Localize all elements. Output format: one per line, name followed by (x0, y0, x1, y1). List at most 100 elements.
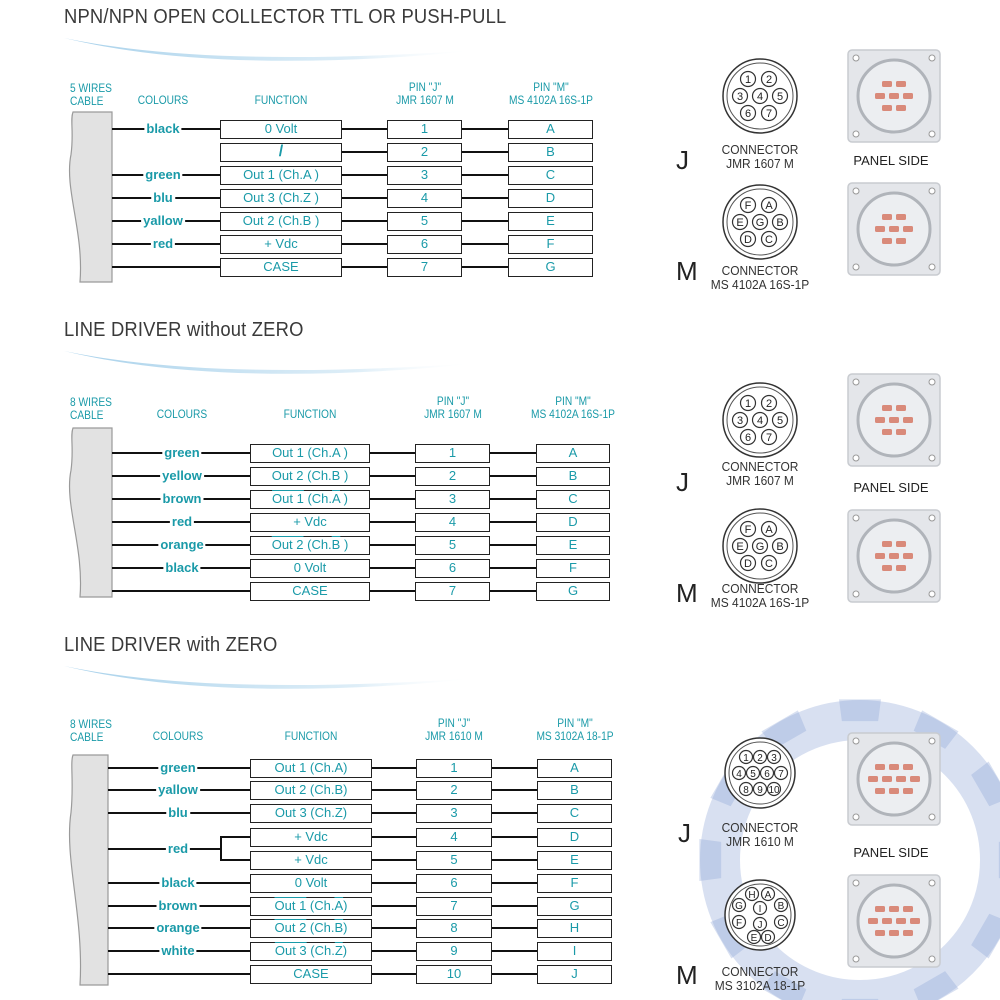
connector-pin-socket (752, 781, 768, 797)
connector-pin-label: 5 (777, 415, 783, 427)
connector-pin-socket (739, 230, 757, 248)
connector-m-inner-ring (728, 883, 792, 947)
section-title: LINE DRIVER without ZERO (64, 319, 304, 341)
function-box: Out 2 (Ch.B) (250, 780, 372, 800)
pin-m-box: D (536, 512, 610, 532)
pin-j-box: 2 (387, 142, 462, 162)
pin-j-box: 10 (416, 964, 492, 984)
function-box: Out 3 (Ch.Z) (250, 803, 372, 823)
mounting-hole-icon (928, 130, 936, 138)
panel-connector-body-icon (856, 741, 932, 817)
cable-shape (68, 754, 109, 986)
header-pin-j: PIN "J" (408, 80, 441, 94)
pin-j-to-pin-m-wire (492, 882, 537, 884)
connector-pin-socket (739, 196, 757, 214)
function-to-pin-j-wire (372, 859, 416, 861)
connector-m-label-line1: CONNECTOR (721, 964, 799, 979)
panel-connector-body-icon (856, 883, 932, 959)
connector-pin-socket (752, 749, 768, 765)
mounting-hole-icon (852, 737, 860, 745)
connector-pin-socket (760, 394, 778, 412)
function-to-pin-j-wire (372, 905, 416, 907)
pin-j-to-pin-m-wire (462, 220, 508, 222)
connector-pin-socket (766, 781, 782, 797)
connector-pin-socket (771, 411, 789, 429)
function-box: Out 1 (Ch.A) (250, 758, 372, 778)
pin-j-to-pin-m-wire (462, 128, 508, 130)
mounting-hole-icon (852, 813, 860, 821)
contact-pin-icon (903, 788, 913, 794)
pin-j-to-pin-m-wire (492, 859, 537, 861)
connector-pin-socket (731, 411, 749, 429)
mounting-hole-icon (928, 514, 936, 522)
wire-colour-label: yallow (141, 212, 185, 228)
pin-m-box: E (537, 850, 612, 870)
pin-m-box: E (536, 535, 610, 555)
pin-m-box: C (536, 489, 610, 509)
header-colours: COLOURS (137, 93, 189, 107)
connector-pin-socket (771, 87, 789, 105)
connector-pin-socket (760, 929, 776, 945)
connector-pin-socket (746, 929, 762, 945)
connector-pin-label: I (759, 904, 762, 915)
header-pin-j-model: JMR 1607 M (423, 407, 482, 421)
connector-j-label-line2: JMR 1607 M (726, 473, 794, 488)
function-to-pin-j-wire (372, 789, 416, 791)
pin-j-to-pin-m-wire (492, 789, 537, 791)
connector-pin-label: 6 (745, 432, 751, 444)
function-to-pin-j-wire (342, 243, 387, 245)
function-to-pin-j-wire (342, 266, 387, 268)
mounting-hole-icon (852, 955, 860, 963)
connector-pin-socket (760, 520, 778, 538)
function-to-pin-j-wire (372, 950, 416, 952)
function-to-pin-j-wire (342, 151, 387, 153)
mounting-hole-icon (928, 187, 936, 195)
connector-j-inner-ring (728, 741, 792, 805)
contact-pin-icon (875, 906, 885, 912)
function-box: Out 1 (Ch.A ) (250, 489, 370, 509)
connector-pin-label: 8 (743, 785, 749, 796)
contact-pin-icon (910, 776, 920, 782)
wire-colour-label: green (162, 444, 202, 460)
pin-j-to-pin-m-wire (492, 905, 537, 907)
connector-pin-label: 9 (757, 785, 763, 796)
contact-pin-icon (889, 906, 899, 912)
pin-j-to-pin-m-wire (462, 174, 508, 176)
connector-pin-socket (759, 765, 775, 781)
contact-pin-icon (868, 918, 878, 924)
header-pin-j: PIN "J" (436, 394, 469, 408)
mounting-hole-icon (928, 879, 936, 887)
wire-colour-label: blu (151, 189, 175, 205)
mounting-hole-icon (928, 263, 936, 271)
function-to-pin-j-wire (372, 767, 416, 769)
connector-pin-label: 2 (757, 753, 763, 764)
pin-j-box: 6 (415, 558, 490, 578)
connector-pin-socket (745, 765, 761, 781)
connector-m-letter: M (676, 256, 698, 286)
mounting-hole-icon (852, 454, 860, 462)
header-function: FUNCTION (283, 407, 337, 421)
pin-m-box: F (536, 558, 610, 578)
pin-j-box: 1 (415, 443, 490, 463)
pin-j-to-pin-m-wire (490, 567, 536, 569)
function-to-pin-j-wire (370, 475, 415, 477)
function-to-pin-j-wire (372, 927, 416, 929)
connector-m-label-line2: MS 4102A 16S-1P (710, 595, 810, 610)
connector-pin-socket (751, 411, 769, 429)
branch-wire (220, 836, 250, 838)
connector-pin-socket (760, 554, 778, 572)
connector-pin-socket (744, 886, 760, 902)
connector-pin-label: A (765, 890, 772, 901)
header-cable-line2: CABLE (70, 730, 104, 744)
connector-pin-label: 10 (768, 785, 780, 796)
connector-pin-label: 5 (750, 769, 756, 780)
connector-pin-label: 7 (766, 108, 772, 120)
contact-pin-icon (896, 565, 906, 571)
connector-pin-socket (731, 537, 749, 555)
cable-wire (112, 266, 220, 268)
pin-m-box: B (508, 142, 593, 162)
wire-colour-label: red (169, 513, 195, 529)
pin-j-box: 8 (416, 918, 492, 938)
contact-pin-icon (868, 776, 878, 782)
header-pin-m: PIN "M" (555, 394, 591, 408)
